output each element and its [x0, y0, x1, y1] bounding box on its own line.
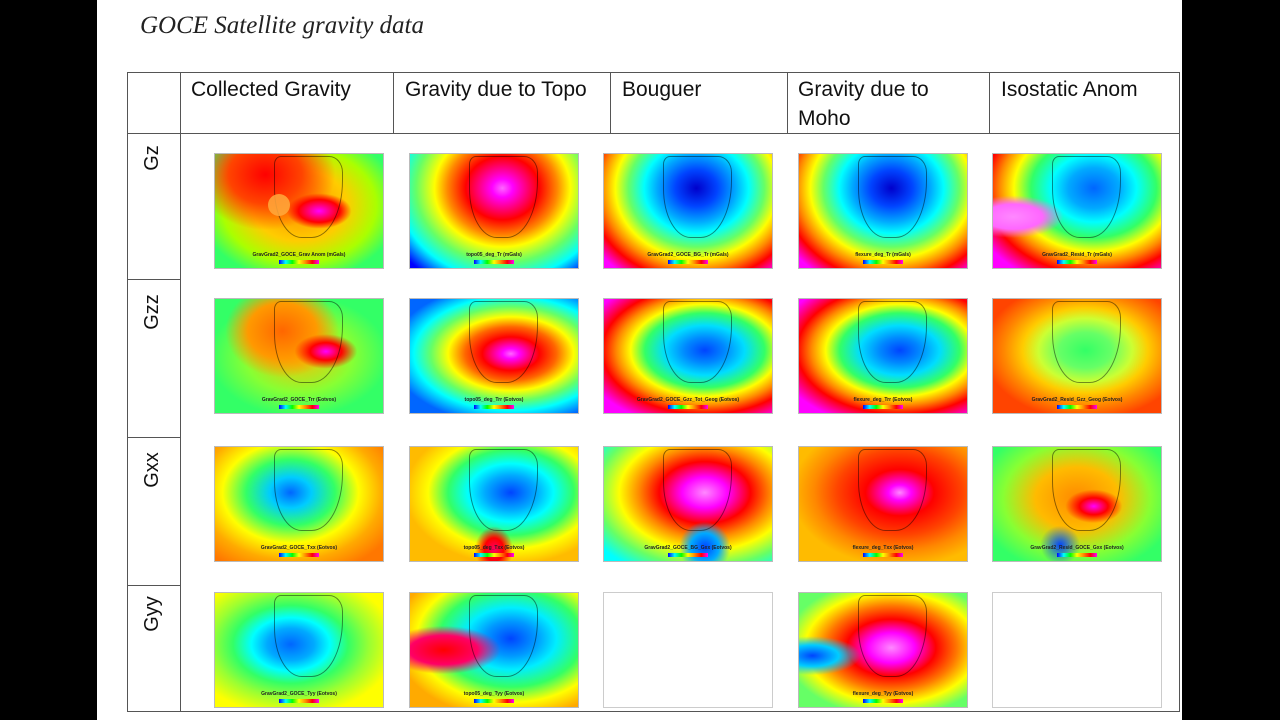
map-gxx-moho: flexure_deg_Txx (Eotvos) — [798, 446, 968, 562]
colorbar — [1057, 260, 1097, 264]
coastline-outline — [468, 301, 538, 384]
coastline-outline — [857, 595, 927, 678]
column-header-bouguer: Bouguer — [622, 78, 702, 101]
row-header-gzz: Gzz — [128, 294, 180, 330]
map-caption: GravGrad2_GOCE_Grav Anom (mGals) — [252, 252, 346, 258]
colorbar — [279, 260, 319, 264]
map-caption: GravGrad2_GOCE_Trr (Eotvos) — [261, 397, 337, 403]
map-gyy-moho: flexure_deg_Tyy (Eotvos) — [798, 592, 968, 708]
map-caption: flexure_deg_Tr (mGals) — [855, 252, 911, 258]
table-divider — [610, 73, 611, 133]
table-divider — [128, 279, 180, 280]
map-gxx-topo: topo05_deg_Txx (Eotvos) — [409, 446, 579, 562]
coastline-outline — [468, 449, 538, 532]
colorbar — [863, 553, 903, 557]
table-divider — [989, 73, 990, 133]
table-divider — [393, 73, 394, 133]
row-label-gz: Gz — [141, 145, 163, 171]
row-header-gz: Gz — [128, 145, 180, 171]
colorbar — [863, 260, 903, 264]
map-caption: GravGrad2_GOCE_BG_Tr (mGals) — [647, 252, 729, 258]
coastline-outline — [1051, 156, 1121, 239]
map-gxx-bouguer: GravGrad2_GOCE_BG_Gxx (Eotvos) — [603, 446, 773, 562]
coastline-outline — [662, 156, 732, 239]
column-header-collected-gravity: Collected Gravity — [191, 78, 351, 101]
colorbar — [279, 699, 319, 703]
map-caption: GravGrad2_GOCE_Tyy (Eotvos) — [261, 691, 337, 697]
slide-title: GOCE Satellite gravity data — [140, 12, 424, 39]
coastline-outline — [1051, 301, 1121, 384]
cursor-highlight — [268, 194, 290, 216]
map-caption: flexure_deg_Txx (Eotvos) — [852, 545, 914, 551]
column-header-gravity-due-to-moho: Gravity due to Moho — [798, 78, 929, 130]
row-label-gyy: Gyy — [141, 596, 163, 632]
colorbar — [668, 553, 708, 557]
map-caption: GravGrad2_GOCE_Gzz_Tot_Geog (Eotvos) — [636, 397, 740, 403]
map-gxx-collected: GravGrad2_GOCE_Txx (Eotvos) — [214, 446, 384, 562]
map-caption: topo05_deg_Txx (Eotvos) — [463, 545, 525, 551]
map-caption: GravGrad2_GOCE_BG_Gxx (Eotvos) — [644, 545, 732, 551]
coastline-outline — [468, 595, 538, 678]
colorbar — [668, 260, 708, 264]
colorbar — [279, 405, 319, 409]
coastline-outline — [662, 449, 732, 532]
map-caption: topo05_deg_Tyy (Eotvos) — [463, 691, 525, 697]
map-caption: topo05_deg_Trr (Eotvos) — [464, 397, 524, 403]
colorbar — [863, 699, 903, 703]
map-gyy-topo: topo05_deg_Tyy (Eotvos) — [409, 592, 579, 708]
map-gyy-bouguer-empty — [603, 592, 773, 708]
coastline-outline — [857, 449, 927, 532]
colorbar — [279, 553, 319, 557]
colorbar — [863, 405, 903, 409]
map-gxx-isostatic: GravGrad2_Resid_GOCE_Gxx (Eotvos) — [992, 446, 1162, 562]
map-caption: GravGrad2_GOCE_Txx (Eotvos) — [260, 545, 338, 551]
row-label-gxx: Gxx — [141, 452, 163, 488]
table-divider — [128, 437, 180, 438]
map-gz-collected: GravGrad2_GOCE_Grav Anom (mGals) — [214, 153, 384, 269]
row-header-gyy: Gyy — [128, 596, 180, 632]
colorbar — [474, 553, 514, 557]
map-gyy-isostatic-empty — [992, 592, 1162, 708]
row-header-gxx: Gxx — [128, 452, 180, 488]
map-caption: GravGrad2_Resid_GOCE_Gxx (Eotvos) — [1030, 545, 1124, 551]
map-caption: flexure_deg_Trr (Eotvos) — [853, 397, 913, 403]
coastline-outline — [273, 449, 343, 532]
map-gzz-isostatic: GravGrad2_Resid_Gzz_Geog (Eotvos) — [992, 298, 1162, 414]
colorbar — [474, 260, 514, 264]
slide: GOCE Satellite gravity data Collected Gr… — [97, 0, 1182, 720]
map-gyy-collected: GravGrad2_GOCE_Tyy (Eotvos) — [214, 592, 384, 708]
row-label-gzz: Gzz — [141, 294, 163, 330]
coastline-outline — [857, 156, 927, 239]
table-divider — [180, 73, 181, 711]
colorbar — [474, 699, 514, 703]
gravity-table: Collected Gravity Gravity due to Topo Bo… — [127, 72, 1180, 712]
coastline-outline — [273, 301, 343, 384]
map-gz-topo: topo05_deg_Tr (mGals) — [409, 153, 579, 269]
map-gzz-collected: GravGrad2_GOCE_Trr (Eotvos) — [214, 298, 384, 414]
table-divider — [128, 585, 180, 586]
map-caption: GravGrad2_Resid_Tr (mGals) — [1042, 252, 1112, 258]
map-gz-isostatic: GravGrad2_Resid_Tr (mGals) — [992, 153, 1162, 269]
coastline-outline — [662, 301, 732, 384]
column-header-isostatic-anom: Isostatic Anom — [1001, 78, 1138, 101]
map-gzz-topo: topo05_deg_Trr (Eotvos) — [409, 298, 579, 414]
map-gzz-bouguer: GravGrad2_GOCE_Gzz_Tot_Geog (Eotvos) — [603, 298, 773, 414]
column-header-gravity-due-to-topo: Gravity due to Topo — [405, 78, 587, 101]
map-caption: topo05_deg_Tr (mGals) — [466, 252, 522, 258]
map-caption: GravGrad2_Resid_Gzz_Geog (Eotvos) — [1031, 397, 1123, 403]
map-gzz-moho: flexure_deg_Trr (Eotvos) — [798, 298, 968, 414]
coastline-outline — [1051, 449, 1121, 532]
map-gz-moho: flexure_deg_Tr (mGals) — [798, 153, 968, 269]
colorbar — [474, 405, 514, 409]
table-divider — [128, 133, 1179, 134]
colorbar — [668, 405, 708, 409]
coastline-outline — [857, 301, 927, 384]
map-gz-bouguer: GravGrad2_GOCE_BG_Tr (mGals) — [603, 153, 773, 269]
coastline-outline — [273, 595, 343, 678]
table-divider — [787, 73, 788, 133]
coastline-outline — [468, 156, 538, 239]
colorbar — [1057, 553, 1097, 557]
colorbar — [1057, 405, 1097, 409]
map-caption: flexure_deg_Tyy (Eotvos) — [852, 691, 914, 697]
